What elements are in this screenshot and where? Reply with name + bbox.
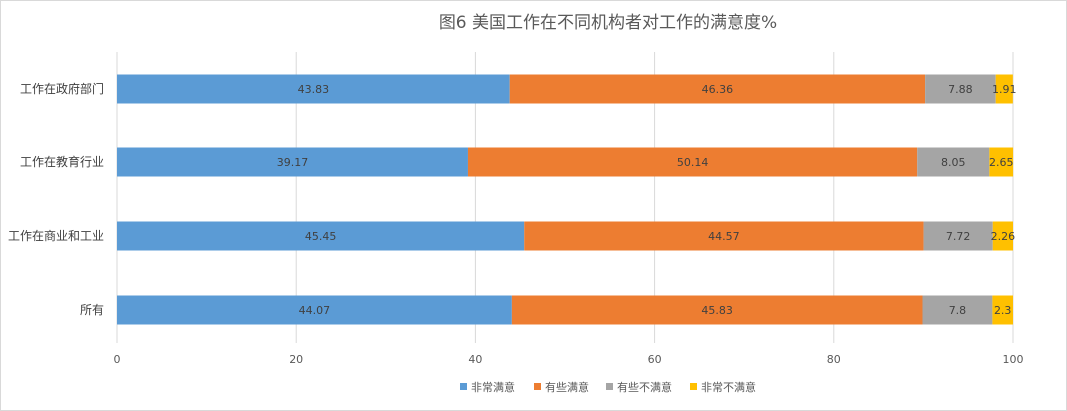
bar-segment [117, 74, 510, 104]
legend-label: 有些不满意 [617, 380, 672, 394]
data-label: 44.07 [299, 304, 331, 317]
bar-segment [989, 147, 1014, 177]
x-tick-label: 60 [648, 353, 662, 366]
data-label: 45.83 [701, 304, 733, 317]
bar-segment [925, 74, 996, 104]
legend-label: 有些满意 [545, 380, 589, 394]
data-labels: 43.83 46.36 7.88 1.91 39.17 50.14 8.05 2.65 45.4… [277, 83, 1017, 317]
bar-segment [917, 147, 990, 177]
bar-segment [923, 221, 993, 251]
category-label: 工作在教育行业 [20, 154, 104, 169]
chart-title: 图6 美国工作在不同机构者对工作的满意度% [439, 13, 777, 33]
data-label: 7.8 [949, 304, 967, 317]
category-label: 所有 [80, 303, 104, 317]
x-tick-label: 20 [289, 353, 303, 366]
legend-swatch [690, 383, 697, 390]
bar-segment [992, 295, 1013, 325]
legend-label: 非常不满意 [701, 380, 756, 394]
data-label: 8.05 [941, 156, 966, 169]
data-label: 2.65 [989, 156, 1014, 169]
bar-segment [992, 221, 1013, 251]
bar-segment [117, 295, 512, 325]
data-label: 2.26 [991, 230, 1016, 243]
legend-swatch [606, 383, 613, 390]
bar-segment [524, 221, 924, 251]
x-tick-label: 40 [468, 353, 482, 366]
x-tick-label: 0 [114, 353, 121, 366]
data-label: 7.72 [946, 230, 971, 243]
x-tick-label: 80 [827, 353, 841, 366]
category-label: 工作在商业和工业 [8, 228, 104, 243]
data-label: 46.36 [702, 83, 734, 96]
data-label: 43.83 [298, 83, 330, 96]
legend-swatch [460, 383, 467, 390]
bar-segment [467, 147, 918, 177]
data-label: 7.88 [948, 83, 973, 96]
x-tick-label: 100 [1003, 353, 1024, 366]
data-label: 50.14 [677, 156, 709, 169]
data-label: 1.91 [992, 83, 1017, 96]
legend-swatch [534, 383, 541, 390]
bar-segment [509, 74, 926, 104]
category-label: 工作在政府部门 [20, 81, 104, 96]
value-axis: 0 20 40 60 80 100 [114, 353, 1024, 366]
data-label: 45.45 [305, 230, 337, 243]
legend-label: 非常满意 [471, 380, 515, 394]
bar-segment [117, 147, 468, 177]
bar-segment [511, 295, 923, 325]
bar-segment [922, 295, 993, 325]
legend: 非常满意 有些满意 有些不满意 非常不满意 [460, 380, 756, 394]
bars [117, 74, 1014, 325]
data-label: 44.57 [708, 230, 740, 243]
data-label: 39.17 [277, 156, 309, 169]
data-label: 2.3 [994, 304, 1012, 317]
bar-segment [995, 74, 1013, 104]
bar-segment [117, 221, 525, 251]
